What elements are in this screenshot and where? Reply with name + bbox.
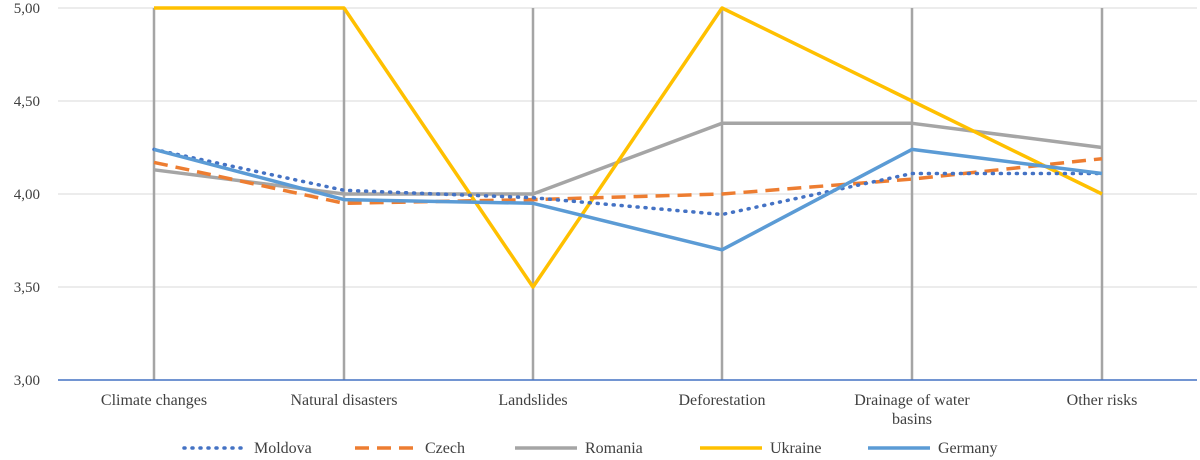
x-tick-label-line: Other risks	[1067, 392, 1138, 409]
x-tick-label-line: Landslides	[498, 392, 567, 409]
series-line-germany	[153, 147, 1103, 252]
legend-label-czech: Czech	[425, 440, 465, 457]
x-tick-label-line: Drainage of water	[854, 392, 970, 409]
x-tick-label: Drainage of water basins	[854, 392, 970, 428]
x-tick-label: Climate changes	[101, 392, 207, 409]
x-tick-label-line: basins	[892, 411, 932, 428]
series-line-czech	[153, 156, 1103, 206]
y-tick-label: 4,50	[14, 94, 40, 110]
x-tick-label: Landslides	[498, 392, 567, 409]
legend-label-romania: Romania	[585, 440, 643, 457]
legend-label-ukraine: Ukraine	[770, 440, 822, 457]
y-tick-label: 3,00	[14, 373, 40, 389]
legend-label-moldova: Moldova	[254, 440, 312, 457]
legend-label-germany: Germany	[938, 440, 998, 457]
x-tick-label-line: Natural disasters	[290, 392, 397, 409]
series-line-romania	[153, 121, 1103, 196]
series-line-ukraine	[154, 6, 1103, 289]
x-tick-label-line: Deforestation	[678, 392, 765, 409]
x-tick-label: Natural disasters	[290, 392, 397, 409]
series-line-moldova	[152, 147, 1104, 217]
y-tick-label: 5,00	[14, 1, 40, 17]
x-tick-label: Other risks	[1067, 392, 1138, 409]
x-tick-label: Deforestation	[678, 392, 765, 409]
x-tick-label-line: Climate changes	[101, 392, 207, 409]
y-tick-label: 3,50	[14, 280, 40, 296]
y-tick-label: 4,00	[14, 187, 40, 203]
